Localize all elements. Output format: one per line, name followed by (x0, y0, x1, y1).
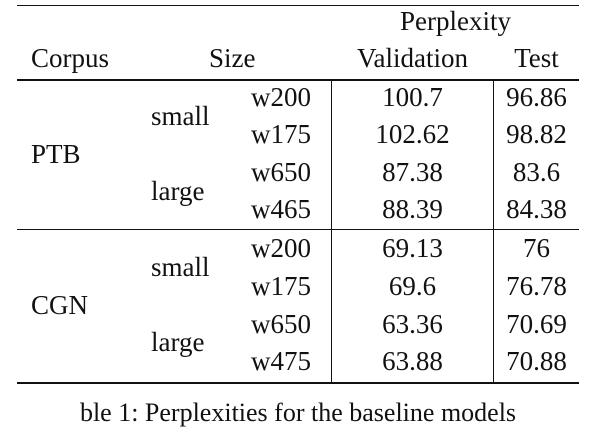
test-cell: 70.69 (506, 309, 567, 339)
validation-cell: 102.62 (375, 119, 450, 149)
corpus-name: CGN (31, 290, 89, 320)
validation-cell: 63.36 (382, 309, 443, 339)
validation-cell: 69.6 (388, 271, 437, 301)
corpus-header: Corpus (31, 43, 110, 73)
test-cell: 83.6 (512, 157, 561, 187)
top-rule (17, 5, 579, 6)
corpus-name: PTB (31, 139, 81, 169)
test-header: Test (514, 43, 559, 73)
width-cell: w650 (251, 309, 311, 339)
validation-cell: 69.13 (382, 233, 443, 263)
table-caption: ble 1: Perplexities for the baseline mod… (79, 398, 517, 427)
test-cell: 76 (523, 233, 550, 263)
validation-cell: 63.88 (382, 346, 443, 376)
validation-left-border (331, 79, 332, 384)
width-cell: w650 (251, 157, 311, 187)
header-rule (17, 79, 579, 81)
validation-cell: 88.39 (382, 194, 443, 224)
section-rule (17, 229, 579, 230)
validation-cell: 87.38 (382, 157, 443, 187)
test-left-border (493, 79, 494, 384)
width-cell: w175 (251, 271, 311, 301)
size-header: Size (209, 43, 256, 73)
perplexity-group-header: Perplexity (400, 6, 511, 36)
test-cell: 98.82 (506, 119, 567, 149)
test-cell: 70.88 (506, 346, 567, 376)
test-cell: 84.38 (506, 194, 567, 224)
size-label: small (151, 101, 210, 131)
test-cell: 96.86 (506, 82, 567, 112)
test-cell: 76.78 (506, 271, 567, 301)
validation-cell: 100.7 (382, 82, 443, 112)
validation-header: Validation (357, 43, 468, 73)
size-label: large (151, 327, 205, 357)
size-label: large (151, 176, 205, 206)
width-cell: w475 (251, 346, 311, 376)
size-label: small (151, 252, 210, 282)
perplexity-table: Perplexity Corpus Size Validation Test P… (17, 0, 579, 384)
width-cell: w200 (251, 233, 311, 263)
bottom-rule (17, 382, 579, 384)
width-cell: w465 (251, 194, 311, 224)
width-cell: w175 (251, 119, 311, 149)
width-cell: w200 (251, 82, 311, 112)
